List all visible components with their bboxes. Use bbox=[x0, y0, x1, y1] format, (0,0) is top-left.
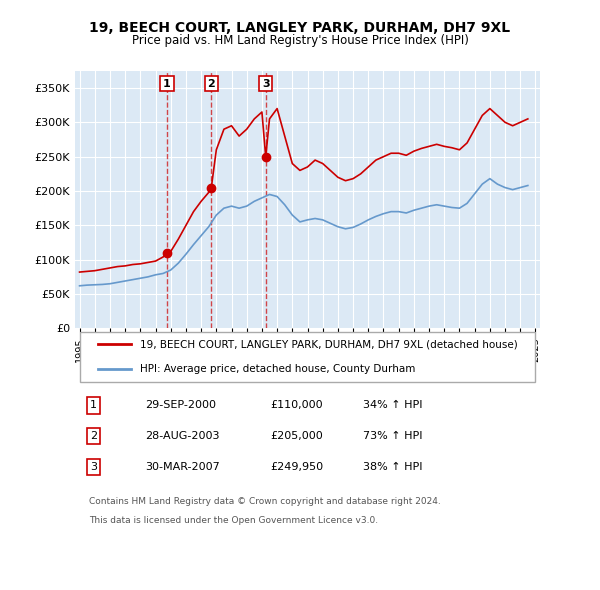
Text: 29-SEP-2000: 29-SEP-2000 bbox=[145, 400, 216, 410]
Text: 1: 1 bbox=[90, 400, 97, 410]
Text: 19, BEECH COURT, LANGLEY PARK, DURHAM, DH7 9XL: 19, BEECH COURT, LANGLEY PARK, DURHAM, D… bbox=[89, 21, 511, 35]
Text: 28-AUG-2003: 28-AUG-2003 bbox=[145, 431, 219, 441]
Text: This data is licensed under the Open Government Licence v3.0.: This data is licensed under the Open Gov… bbox=[89, 516, 378, 525]
Text: 30-MAR-2007: 30-MAR-2007 bbox=[145, 462, 220, 472]
FancyBboxPatch shape bbox=[80, 332, 535, 382]
Text: 2: 2 bbox=[208, 78, 215, 88]
Text: 2: 2 bbox=[90, 431, 97, 441]
Text: 19, BEECH COURT, LANGLEY PARK, DURHAM, DH7 9XL (detached house): 19, BEECH COURT, LANGLEY PARK, DURHAM, D… bbox=[140, 339, 518, 349]
Text: HPI: Average price, detached house, County Durham: HPI: Average price, detached house, Coun… bbox=[140, 364, 415, 374]
Text: Price paid vs. HM Land Registry's House Price Index (HPI): Price paid vs. HM Land Registry's House … bbox=[131, 34, 469, 47]
Text: 1: 1 bbox=[163, 78, 171, 88]
Text: Contains HM Land Registry data © Crown copyright and database right 2024.: Contains HM Land Registry data © Crown c… bbox=[89, 497, 440, 506]
Text: 38% ↑ HPI: 38% ↑ HPI bbox=[364, 462, 423, 472]
Text: 73% ↑ HPI: 73% ↑ HPI bbox=[364, 431, 423, 441]
Text: 34% ↑ HPI: 34% ↑ HPI bbox=[364, 400, 423, 410]
Text: £205,000: £205,000 bbox=[270, 431, 323, 441]
Text: 3: 3 bbox=[90, 462, 97, 472]
Text: £110,000: £110,000 bbox=[270, 400, 323, 410]
Text: £249,950: £249,950 bbox=[270, 462, 323, 472]
Text: 3: 3 bbox=[262, 78, 269, 88]
